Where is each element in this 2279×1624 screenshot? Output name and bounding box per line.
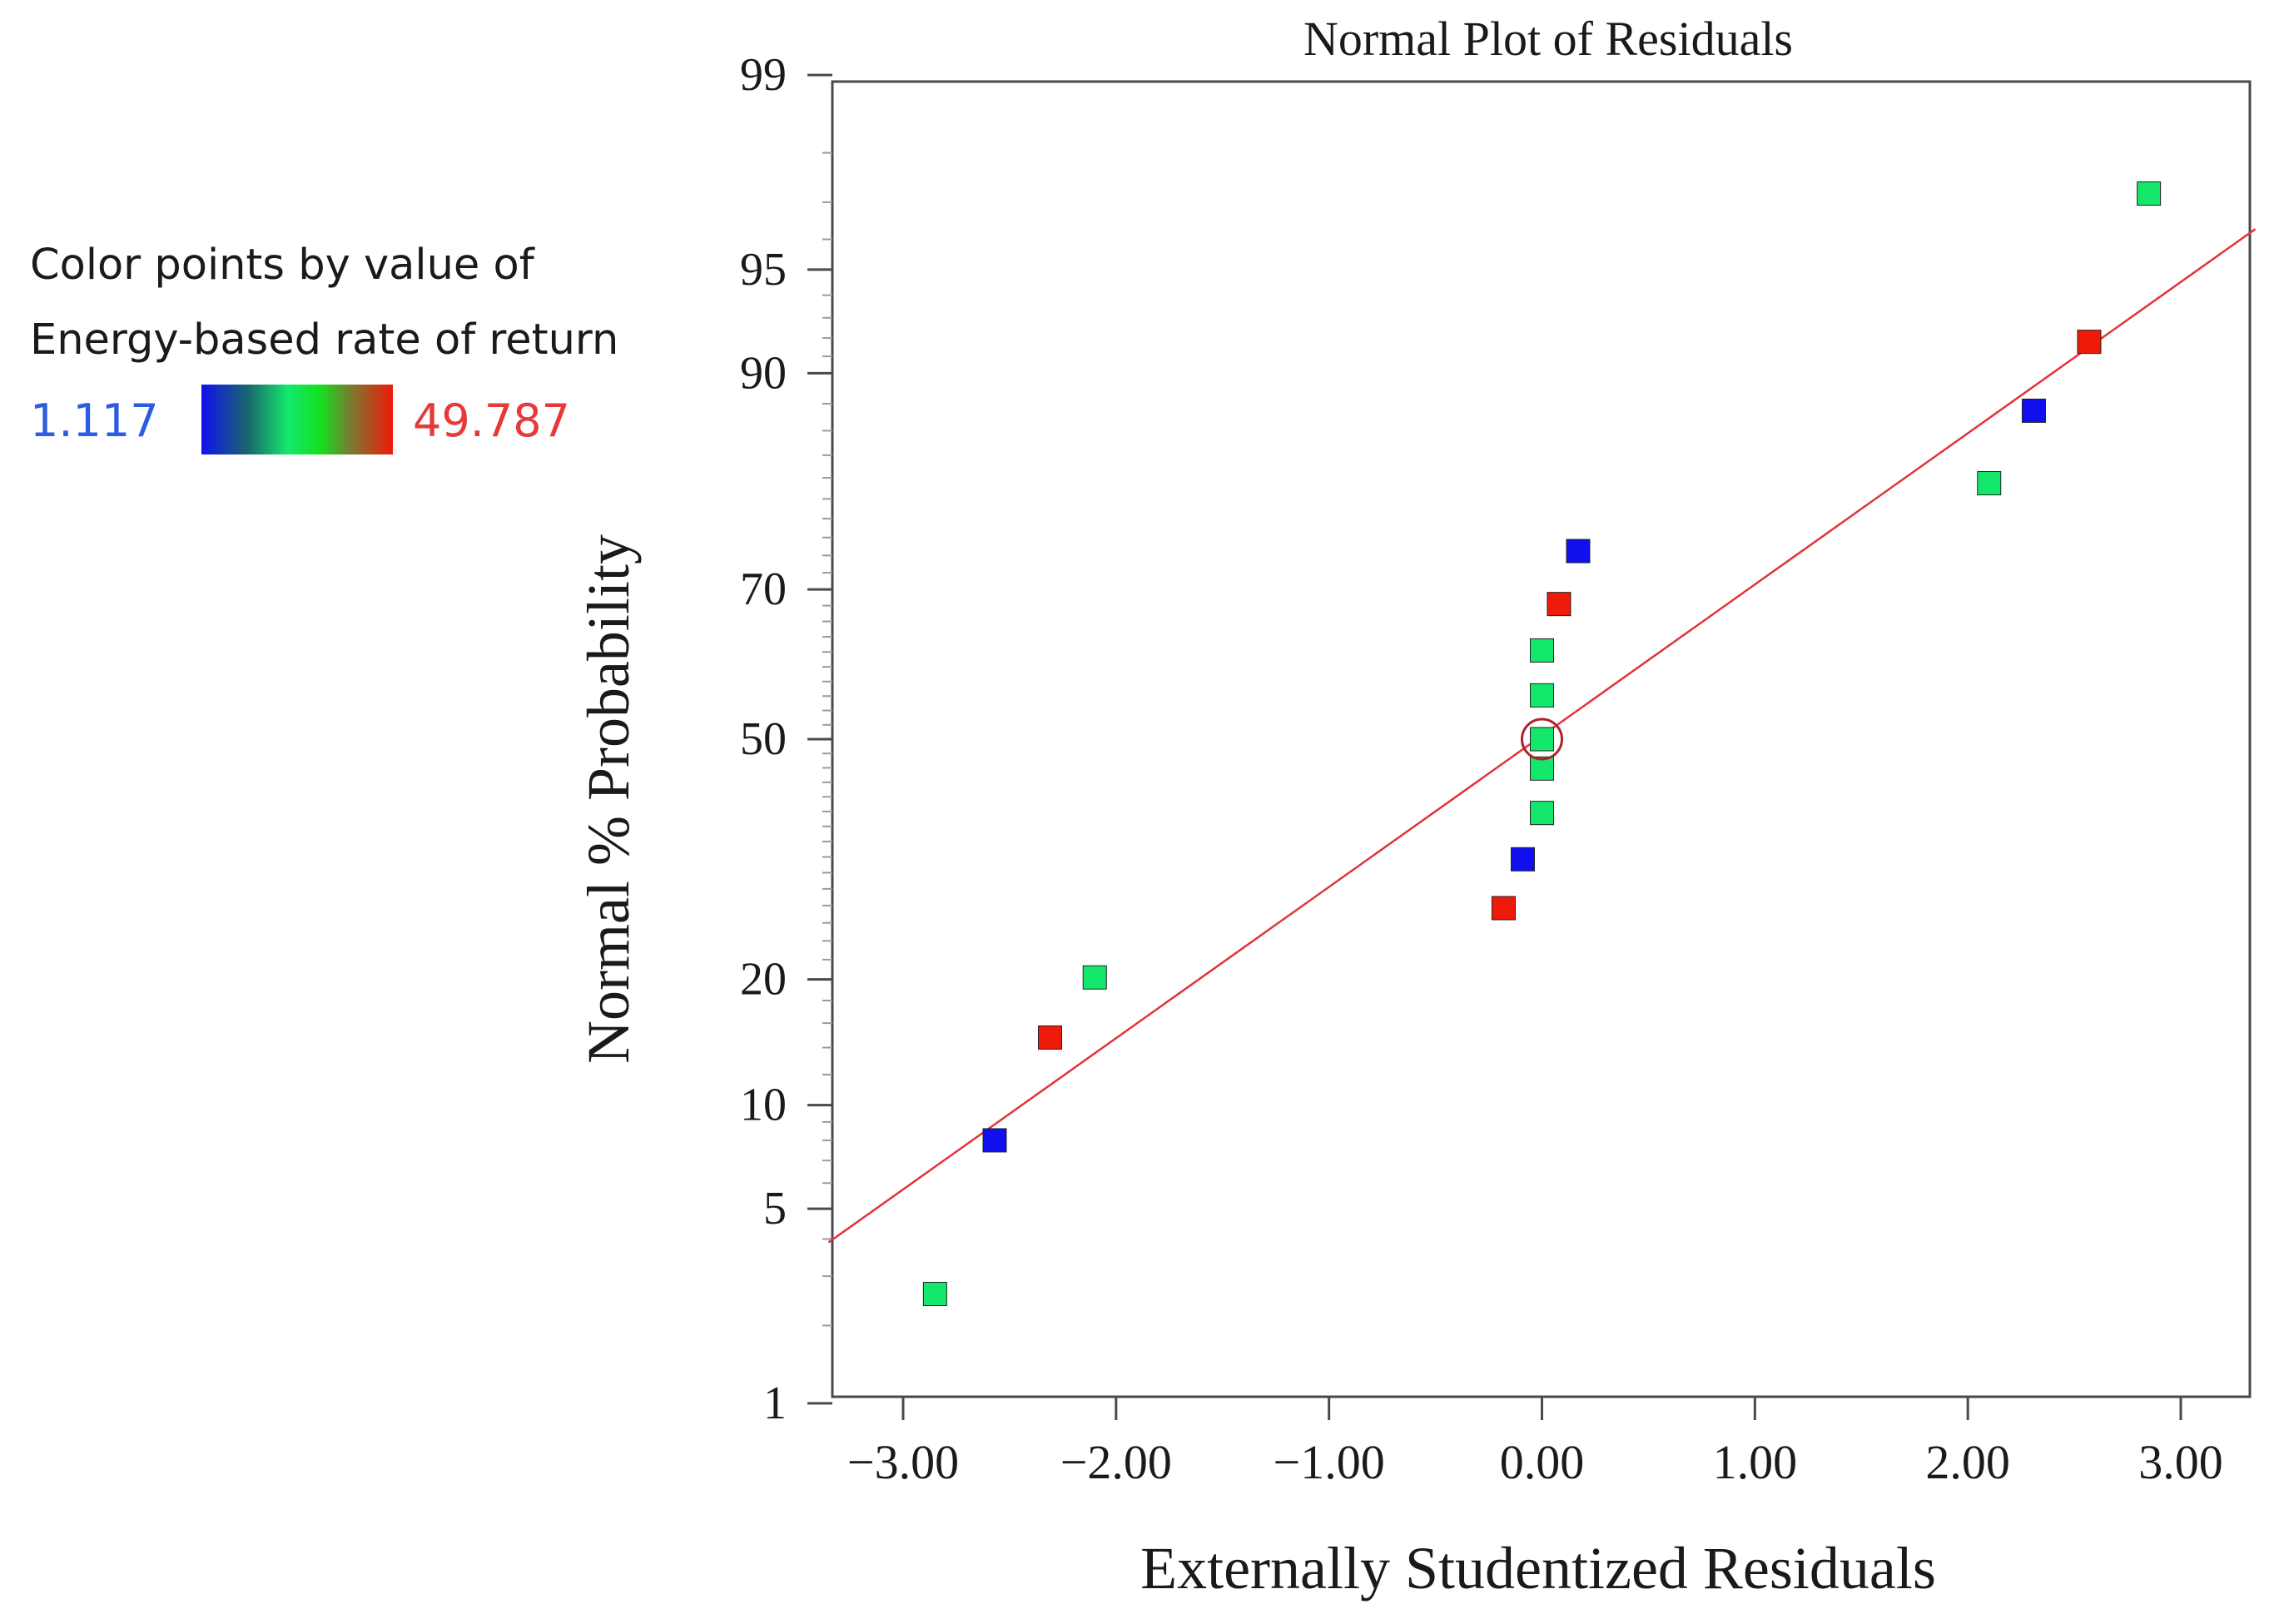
x-tick-label: −2.00 <box>1060 1435 1172 1489</box>
y-tick-label: 99 <box>740 49 787 101</box>
legend-title-line2: Energy-based rate of return <box>30 315 618 365</box>
y-tick-label: 95 <box>740 244 787 295</box>
legend-min-label: 1.117 <box>30 395 159 447</box>
y-axis-label: Normal % Probability <box>575 534 642 1064</box>
data-point <box>1566 539 1591 564</box>
data-point <box>2077 330 2102 355</box>
y-tick-label: 1 <box>763 1378 787 1429</box>
highlighted-point-ring <box>1521 718 1563 761</box>
x-tick-label: 2.00 <box>1925 1435 2010 1489</box>
data-point <box>2021 398 2046 423</box>
y-tick-label: 5 <box>763 1183 787 1234</box>
chart-title: Normal Plot of Residuals <box>1303 12 1793 66</box>
data-point <box>1530 638 1554 663</box>
data-point <box>1530 801 1554 826</box>
data-point <box>982 1128 1007 1153</box>
y-tick-label: 10 <box>740 1080 787 1131</box>
x-tick-label: −1.00 <box>1274 1435 1385 1489</box>
x-tick-label: −3.00 <box>847 1435 959 1489</box>
data-point <box>2137 181 2162 206</box>
y-tick-label: 70 <box>740 564 787 615</box>
y-tick-label: 50 <box>740 713 787 765</box>
data-point <box>1530 756 1554 781</box>
x-tick-label: 1.00 <box>1713 1435 1798 1489</box>
x-tick-label: 0.00 <box>1500 1435 1585 1489</box>
data-point <box>1082 965 1107 990</box>
data-point <box>1530 727 1554 752</box>
x-tick-label: 3.00 <box>2138 1435 2223 1489</box>
points-layer <box>922 181 2162 1306</box>
legend-color-gradient <box>201 385 393 454</box>
color-legend: Color points by value of Energy-based ra… <box>30 241 618 454</box>
y-tick-label: 90 <box>740 347 787 399</box>
data-point <box>1491 896 1516 921</box>
data-point <box>1977 471 2002 496</box>
data-point <box>1530 683 1554 708</box>
y-tick-label: 20 <box>740 954 787 1006</box>
y-axis: 1 5 10 20 50 70 90 95 99 <box>740 49 832 1429</box>
x-axis: −3.00 −2.00 −1.00 0.00 1.00 2.00 3.00 <box>847 1397 2223 1489</box>
data-point <box>1038 1025 1063 1050</box>
data-point <box>1510 847 1535 872</box>
data-point <box>1547 592 1571 617</box>
legend-title-line1: Color points by value of <box>30 241 535 290</box>
data-point <box>922 1281 947 1306</box>
legend-max-label: 49.787 <box>413 395 570 447</box>
x-axis-label: Externally Studentized Residuals <box>1140 1535 1936 1602</box>
